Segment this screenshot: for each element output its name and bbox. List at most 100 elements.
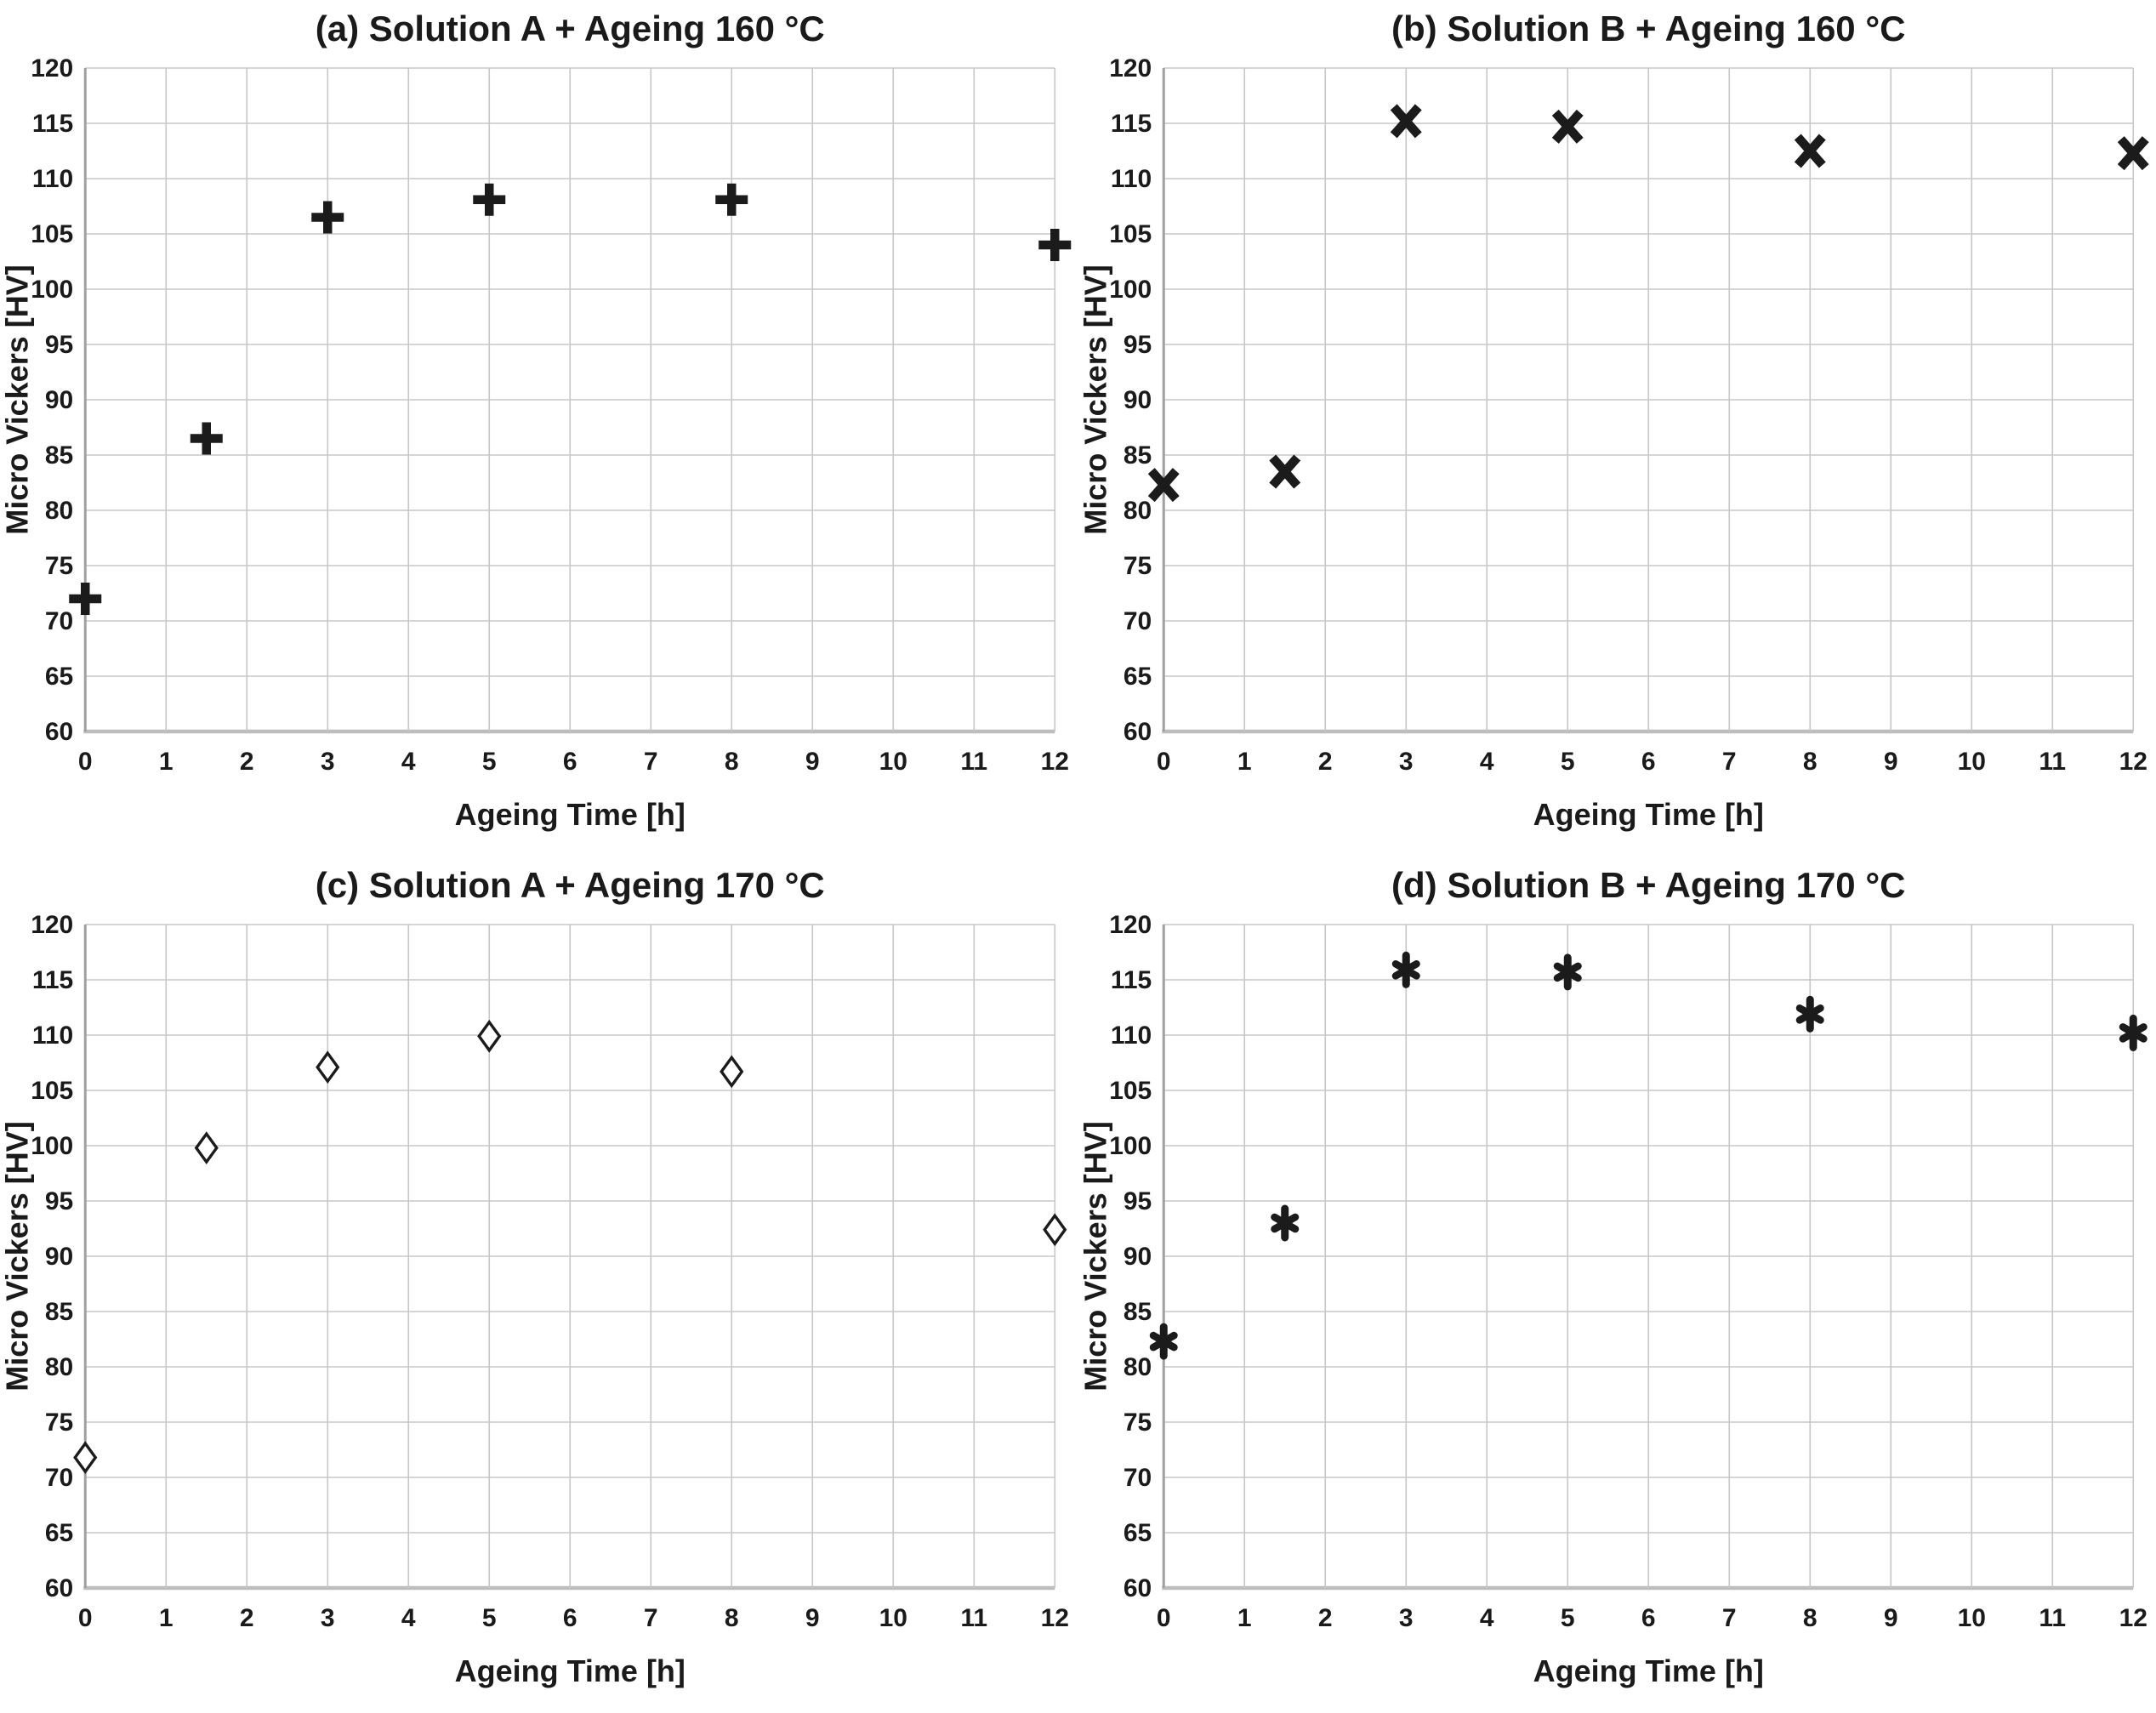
data-point-asterisk xyxy=(2119,1014,2147,1051)
x-axis-title: Ageing Time [h] xyxy=(455,797,685,832)
y-tick-label: 75 xyxy=(45,1409,73,1437)
x-tick-label: 7 xyxy=(1721,748,1736,776)
y-tick-label: 95 xyxy=(45,1187,73,1215)
data-point-x xyxy=(1551,109,1584,144)
y-tick-label: 90 xyxy=(1123,386,1151,414)
panel-a: 60 65 70 75 80 85 90 95 100 105 110 115 120 0 1 2 3 4 5 6 7 8… xyxy=(0,0,1078,856)
y-tick-label: 85 xyxy=(45,1298,73,1326)
panel-c: 60 65 70 75 80 85 90 95 100 105 110 115 120 0 1 2 3 4 5 6 7 8… xyxy=(0,856,1078,1713)
y-axis-title: Micro Vickers [HV] xyxy=(1078,265,1112,534)
grid-layer xyxy=(83,67,1056,734)
data-point-diamond-open xyxy=(73,1441,98,1474)
y-axis-title: Micro Vickers [HV] xyxy=(0,265,34,534)
x-tick-label: 4 xyxy=(401,1604,416,1632)
x-tick-label: 10 xyxy=(879,748,907,776)
data-point-plus xyxy=(69,583,102,615)
x-tick-label: 12 xyxy=(2119,748,2147,776)
x-tick-label: 10 xyxy=(1957,748,1985,776)
x-tick-label: 11 xyxy=(2039,748,2066,776)
y-tick-label: 95 xyxy=(1123,1187,1151,1215)
x-tick-label: 5 xyxy=(1560,1604,1574,1632)
x-tick-label: 8 xyxy=(1802,748,1817,776)
y-tick-label: 105 xyxy=(31,220,73,248)
y-tick-label: 110 xyxy=(32,165,73,193)
data-point-x xyxy=(2117,136,2149,171)
y-tick-label: 65 xyxy=(45,663,73,691)
data-point-x xyxy=(1794,134,1826,168)
data-point-asterisk xyxy=(1149,1323,1178,1360)
y-tick-label: 105 xyxy=(1109,220,1152,248)
data-point-x xyxy=(1390,104,1422,139)
data-point-x xyxy=(1147,468,1180,503)
x-tick-label: 12 xyxy=(2119,1604,2147,1632)
y-tick-label: 75 xyxy=(1123,552,1151,580)
y-tick-label: 65 xyxy=(45,1519,73,1547)
y-tick-label: 110 xyxy=(32,1022,73,1050)
y-tick-label: 80 xyxy=(1123,497,1151,525)
data-point-asterisk xyxy=(2119,1023,2147,1043)
data-point-plus xyxy=(473,183,506,216)
data-point-plus xyxy=(1038,229,1072,261)
x-tick-label: 11 xyxy=(960,748,987,776)
y-tick-label: 100 xyxy=(1109,1132,1152,1160)
x-tick-label: 10 xyxy=(879,1604,907,1632)
marker-layer xyxy=(1147,104,2149,503)
y-tick-label: 100 xyxy=(31,276,73,304)
data-point-plus xyxy=(715,183,748,216)
y-tick-label: 95 xyxy=(45,331,73,359)
x-tick-label: 10 xyxy=(1957,1604,1985,1632)
data-point-asterisk xyxy=(1553,953,1582,991)
data-point-diamond-open xyxy=(1043,1213,1067,1247)
y-tick-label: 85 xyxy=(1123,1298,1151,1326)
y-tick-label: 90 xyxy=(1123,1243,1151,1271)
y-tick-label: 105 xyxy=(1109,1077,1152,1105)
y-tick-label: 85 xyxy=(45,441,73,470)
x-tick-label: 9 xyxy=(805,1604,820,1632)
data-point-plus xyxy=(715,183,748,216)
y-tick-label: 120 xyxy=(1109,54,1152,83)
data-point-x xyxy=(1268,454,1300,489)
data-point-diamond-open xyxy=(316,1050,340,1084)
marker-layer xyxy=(73,1019,1067,1474)
data-point-diamond-open xyxy=(477,1019,502,1053)
y-tick-label: 105 xyxy=(31,1077,73,1105)
y-tick-label: 100 xyxy=(31,1132,73,1160)
data-point-asterisk xyxy=(1270,1204,1299,1242)
x-tick-label: 6 xyxy=(1641,1604,1655,1632)
y-tick-label: 120 xyxy=(1109,911,1152,939)
x-tick-label: 2 xyxy=(240,1604,254,1632)
y-tick-label: 70 xyxy=(1123,607,1151,635)
data-point-asterisk xyxy=(1553,962,1582,982)
x-tick-label: 3 xyxy=(1398,1604,1413,1632)
x-tick-label: 9 xyxy=(805,748,820,776)
y-tick-label: 115 xyxy=(32,110,73,138)
x-tick-label: 6 xyxy=(563,1604,577,1632)
y-tick-label: 70 xyxy=(45,1464,73,1492)
y-tick-label: 100 xyxy=(1109,276,1152,304)
x-axis-title: Ageing Time [h] xyxy=(455,1653,685,1688)
chart-title: (d) Solution B + Ageing 170 °C xyxy=(1391,865,1905,905)
data-point-plus xyxy=(1038,229,1072,261)
x-tick-label: 4 xyxy=(1479,1604,1493,1632)
data-point-asterisk xyxy=(1270,1213,1299,1233)
x-tick-label: 4 xyxy=(1479,748,1493,776)
x-tick-label: 7 xyxy=(644,1604,658,1632)
y-tick-label: 80 xyxy=(45,497,73,525)
y-tick-label: 70 xyxy=(1123,1464,1151,1492)
y-tick-label: 80 xyxy=(45,1353,73,1381)
y-tick-label: 110 xyxy=(1110,1022,1151,1050)
x-tick-label: 3 xyxy=(321,1604,335,1632)
grid-layer xyxy=(83,924,1056,1591)
y-tick-label: 75 xyxy=(1123,1409,1151,1437)
y-tick-label: 115 xyxy=(32,966,73,994)
x-axis-title: Ageing Time [h] xyxy=(1533,797,1763,832)
y-tick-label: 120 xyxy=(31,54,73,83)
x-tick-label: 7 xyxy=(644,748,658,776)
y-tick-label: 115 xyxy=(1110,966,1151,994)
